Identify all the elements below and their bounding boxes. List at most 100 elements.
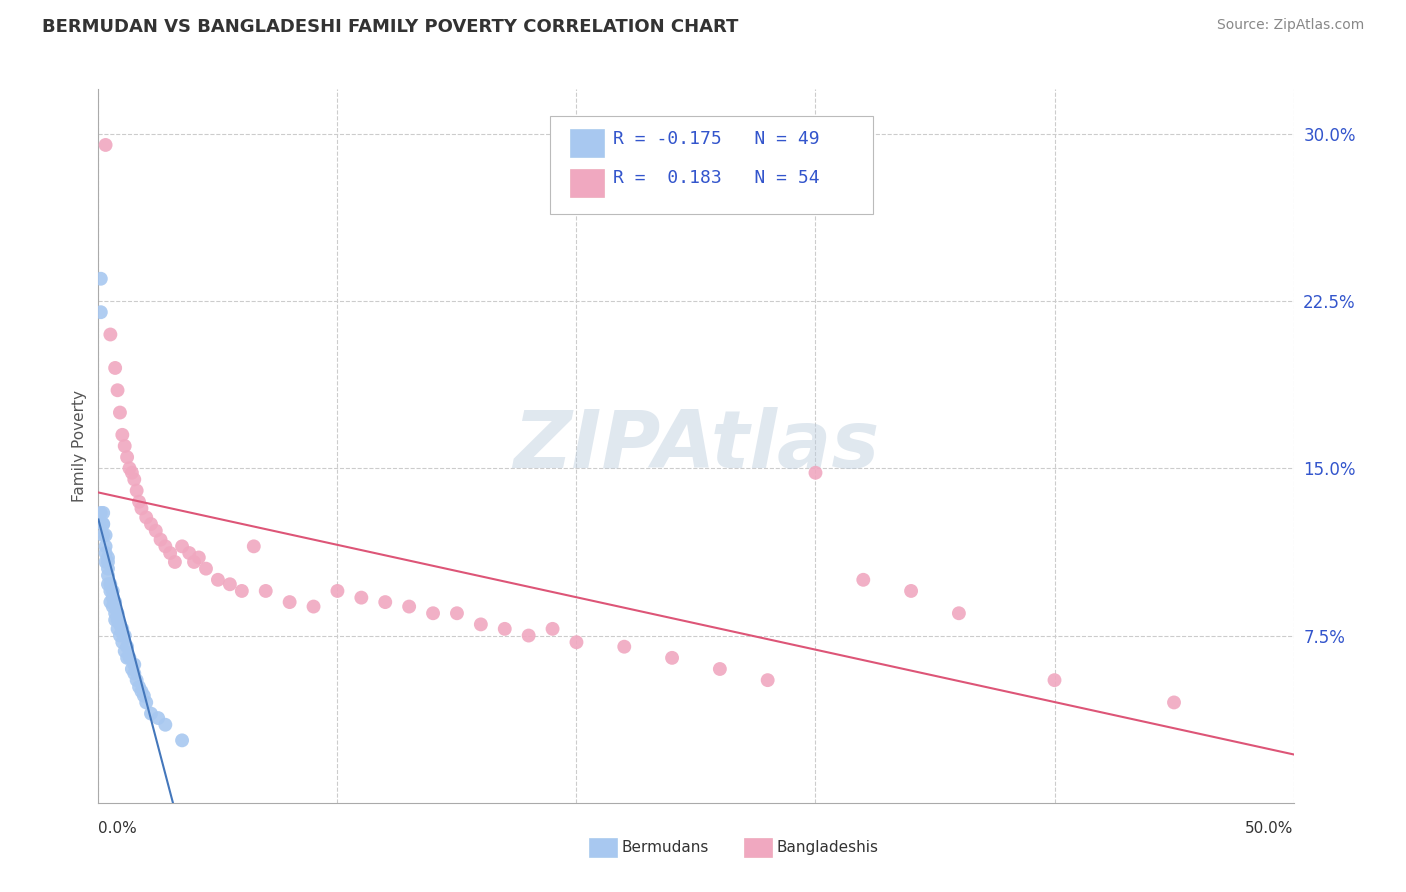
Point [111,622,134,636]
Point [91,528,114,542]
Point [111,427,134,442]
Point [278,595,301,609]
Text: Bermudans: Bermudans [621,840,709,855]
Point [125,673,148,687]
Point [115,450,138,464]
Point [565,635,588,649]
Point [97,555,120,569]
Point [135,510,157,524]
Point [128,494,150,508]
Point [661,651,683,665]
Point [148,711,170,725]
Point [219,577,242,591]
Point [1043,673,1066,687]
Point [494,622,516,636]
Point [852,573,875,587]
Point [114,644,136,658]
Point [121,662,143,676]
Point [155,539,177,553]
Point [207,573,229,587]
Point [90,305,112,319]
Point [104,360,127,375]
Point [91,506,114,520]
Point [163,555,186,569]
Point [124,657,146,672]
Point [97,568,120,582]
Point [398,599,420,614]
Point [187,550,209,565]
Point [172,539,194,553]
Point [94,539,117,553]
Point [243,539,266,553]
Point [517,628,540,642]
Point [131,684,153,698]
Point [104,595,127,609]
Point [104,607,127,621]
Text: 50.0%: 50.0% [1246,821,1294,836]
Point [94,546,117,560]
Point [121,466,143,480]
Point [195,562,218,576]
Point [101,599,124,614]
Point [104,613,127,627]
Point [132,689,155,703]
Point [97,562,120,576]
Point [101,591,124,605]
Text: Bangladeshis: Bangladeshis [776,840,879,855]
Point [97,577,120,591]
Text: 0.0%: 0.0% [98,821,138,836]
Point [97,550,120,565]
Point [98,595,122,609]
Point [91,516,114,531]
Point [139,706,162,721]
Point [111,635,134,649]
Point [114,439,136,453]
Text: R = -0.175   N = 49: R = -0.175 N = 49 [613,129,820,148]
Point [374,595,396,609]
Text: BERMUDAN VS BANGLADESHI FAMILY POVERTY CORRELATION CHART: BERMUDAN VS BANGLADESHI FAMILY POVERTY C… [42,18,738,36]
Point [124,473,146,487]
Point [145,524,167,538]
Point [422,607,444,621]
Point [107,384,129,398]
Point [135,696,157,710]
Point [541,622,564,636]
Text: R =  0.183   N = 54: R = 0.183 N = 54 [613,169,820,187]
Point [172,733,194,747]
Point [131,501,153,516]
Point [149,533,172,547]
Point [107,622,129,636]
Point [125,483,148,498]
Point [94,555,117,569]
Point [114,628,136,642]
Point [108,405,131,419]
Point [90,271,112,285]
Point [446,607,468,621]
Point [107,607,129,621]
Text: Source: ZipAtlas.com: Source: ZipAtlas.com [1216,18,1364,32]
Point [900,583,922,598]
Point [108,617,131,632]
Point [115,651,138,665]
Point [183,555,205,569]
Point [124,666,146,681]
Text: ZIPAtlas: ZIPAtlas [513,407,879,485]
Point [1163,696,1185,710]
Point [804,466,827,480]
Point [94,528,117,542]
Point [139,516,162,531]
Point [159,546,181,560]
Point [108,628,131,642]
Point [231,583,253,598]
Point [948,607,970,621]
Y-axis label: Family Poverty: Family Poverty [72,390,87,502]
Point [118,461,141,475]
Point [98,583,122,598]
Point [98,327,122,342]
Point [107,613,129,627]
Point [756,673,779,687]
Point [101,583,124,598]
Point [326,583,349,598]
Point [709,662,731,676]
Point [179,546,201,560]
